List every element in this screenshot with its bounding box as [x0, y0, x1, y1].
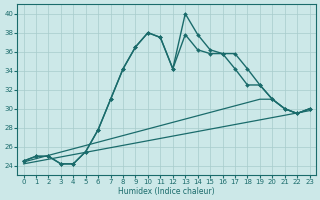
- X-axis label: Humidex (Indice chaleur): Humidex (Indice chaleur): [118, 187, 215, 196]
